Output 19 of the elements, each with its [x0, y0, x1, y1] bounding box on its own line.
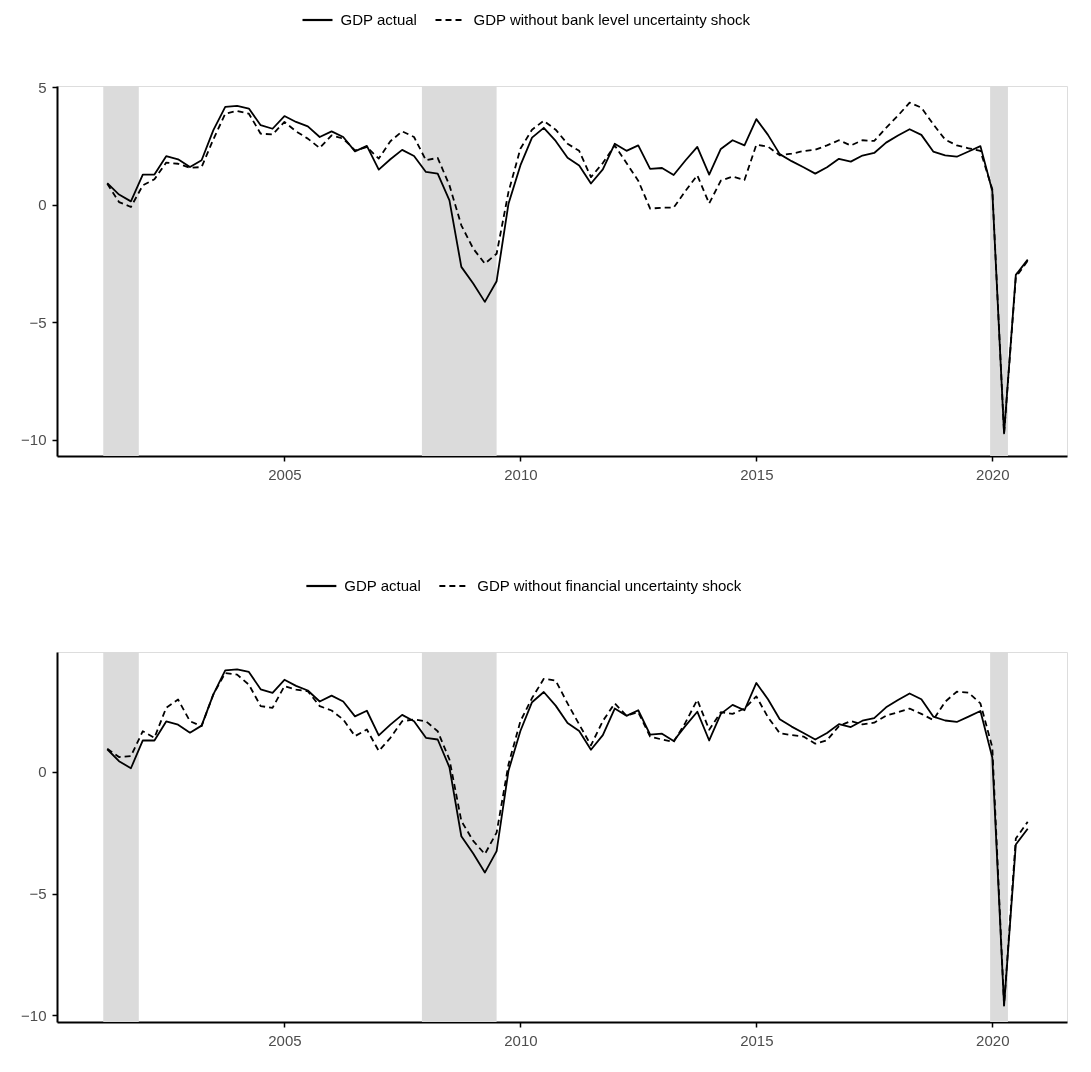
y-tick-label: −10	[21, 431, 47, 449]
y-tick-label: 0	[38, 763, 47, 781]
y-tick-label: −5	[29, 885, 47, 903]
y-tick-label: −10	[21, 1006, 47, 1024]
legend-label: GDP without financial uncertainty shock	[477, 577, 742, 594]
x-tick-label: 2015	[740, 1031, 774, 1049]
x-tick-label: 2010	[504, 465, 538, 483]
x-tick-label: 2005	[268, 465, 302, 483]
legend-label: GDP actual	[340, 11, 417, 28]
x-tick-label: 2010	[504, 1031, 538, 1049]
y-tick-label: −5	[29, 313, 47, 331]
x-tick-label: 2020	[976, 465, 1010, 483]
x-tick-label: 2015	[740, 465, 774, 483]
y-tick-label: 5	[38, 78, 47, 96]
y-tick-label: 0	[38, 196, 47, 214]
legend-label: GDP actual	[344, 577, 421, 594]
legend-label: GDP without bank level uncertainty shock	[473, 11, 751, 28]
x-tick-label: 2005	[268, 1031, 302, 1049]
x-tick-label: 2020	[976, 1031, 1010, 1049]
